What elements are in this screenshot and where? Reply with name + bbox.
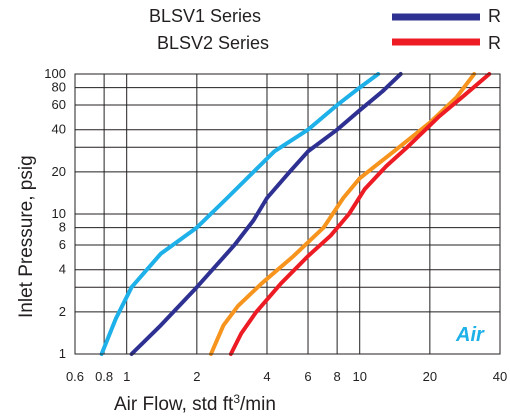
x-tick-label-4: 4 — [263, 369, 270, 384]
x-tick-label-8: 20 — [423, 369, 437, 384]
x-tick-label-1: 0.8 — [95, 369, 113, 384]
y-axis-title: Inlet Pressure, psig — [16, 155, 37, 318]
x-tick-label-2: 1 — [123, 369, 130, 384]
y-tick-label-2: 4 — [59, 262, 66, 277]
legend-group-blsv2: BLSV2 Series — [157, 33, 270, 53]
x-tick-label-9: 40 — [493, 369, 507, 384]
x-tick-label-0: 0.6 — [66, 369, 84, 384]
plot-frame — [74, 73, 501, 355]
air-annotation: Air — [455, 324, 485, 346]
y-tick-label-9: 80 — [52, 80, 66, 95]
legend-label-2: R — [488, 33, 501, 53]
x-axis-title-main: Air Flow, std ft — [114, 394, 234, 415]
y-tick-label-5: 10 — [52, 206, 66, 221]
x-tick-label-5: 6 — [304, 369, 311, 384]
legend-label-1: R — [488, 6, 501, 26]
x-tick-label-7: 10 — [352, 369, 366, 384]
series-line-0 — [99, 72, 381, 356]
y-tick-label-6: 20 — [52, 164, 66, 179]
y-tick-label-0: 1 — [59, 346, 66, 361]
y-tick-label-1: 2 — [59, 304, 66, 319]
x-tick-label-3: 2 — [193, 369, 200, 384]
y-tick-label-10: 100 — [44, 66, 66, 81]
legend-group-blsv1: BLSV1 Series — [149, 6, 262, 26]
x-tick-label-6: 8 — [334, 369, 341, 384]
x-axis-title-tail: /min — [240, 394, 276, 415]
series-line-1 — [129, 72, 403, 356]
series-line-3 — [228, 72, 492, 356]
y-tick-label-7: 40 — [52, 122, 66, 137]
series-layer — [99, 72, 492, 356]
x-axis-title-sup: 3 — [233, 392, 240, 406]
y-tick-label-8: 60 — [52, 97, 66, 112]
x-axis-title: Air Flow, std ft3/min — [114, 392, 276, 415]
y-tick-label-3: 6 — [59, 237, 66, 252]
y-tick-label-4: 8 — [59, 220, 66, 235]
